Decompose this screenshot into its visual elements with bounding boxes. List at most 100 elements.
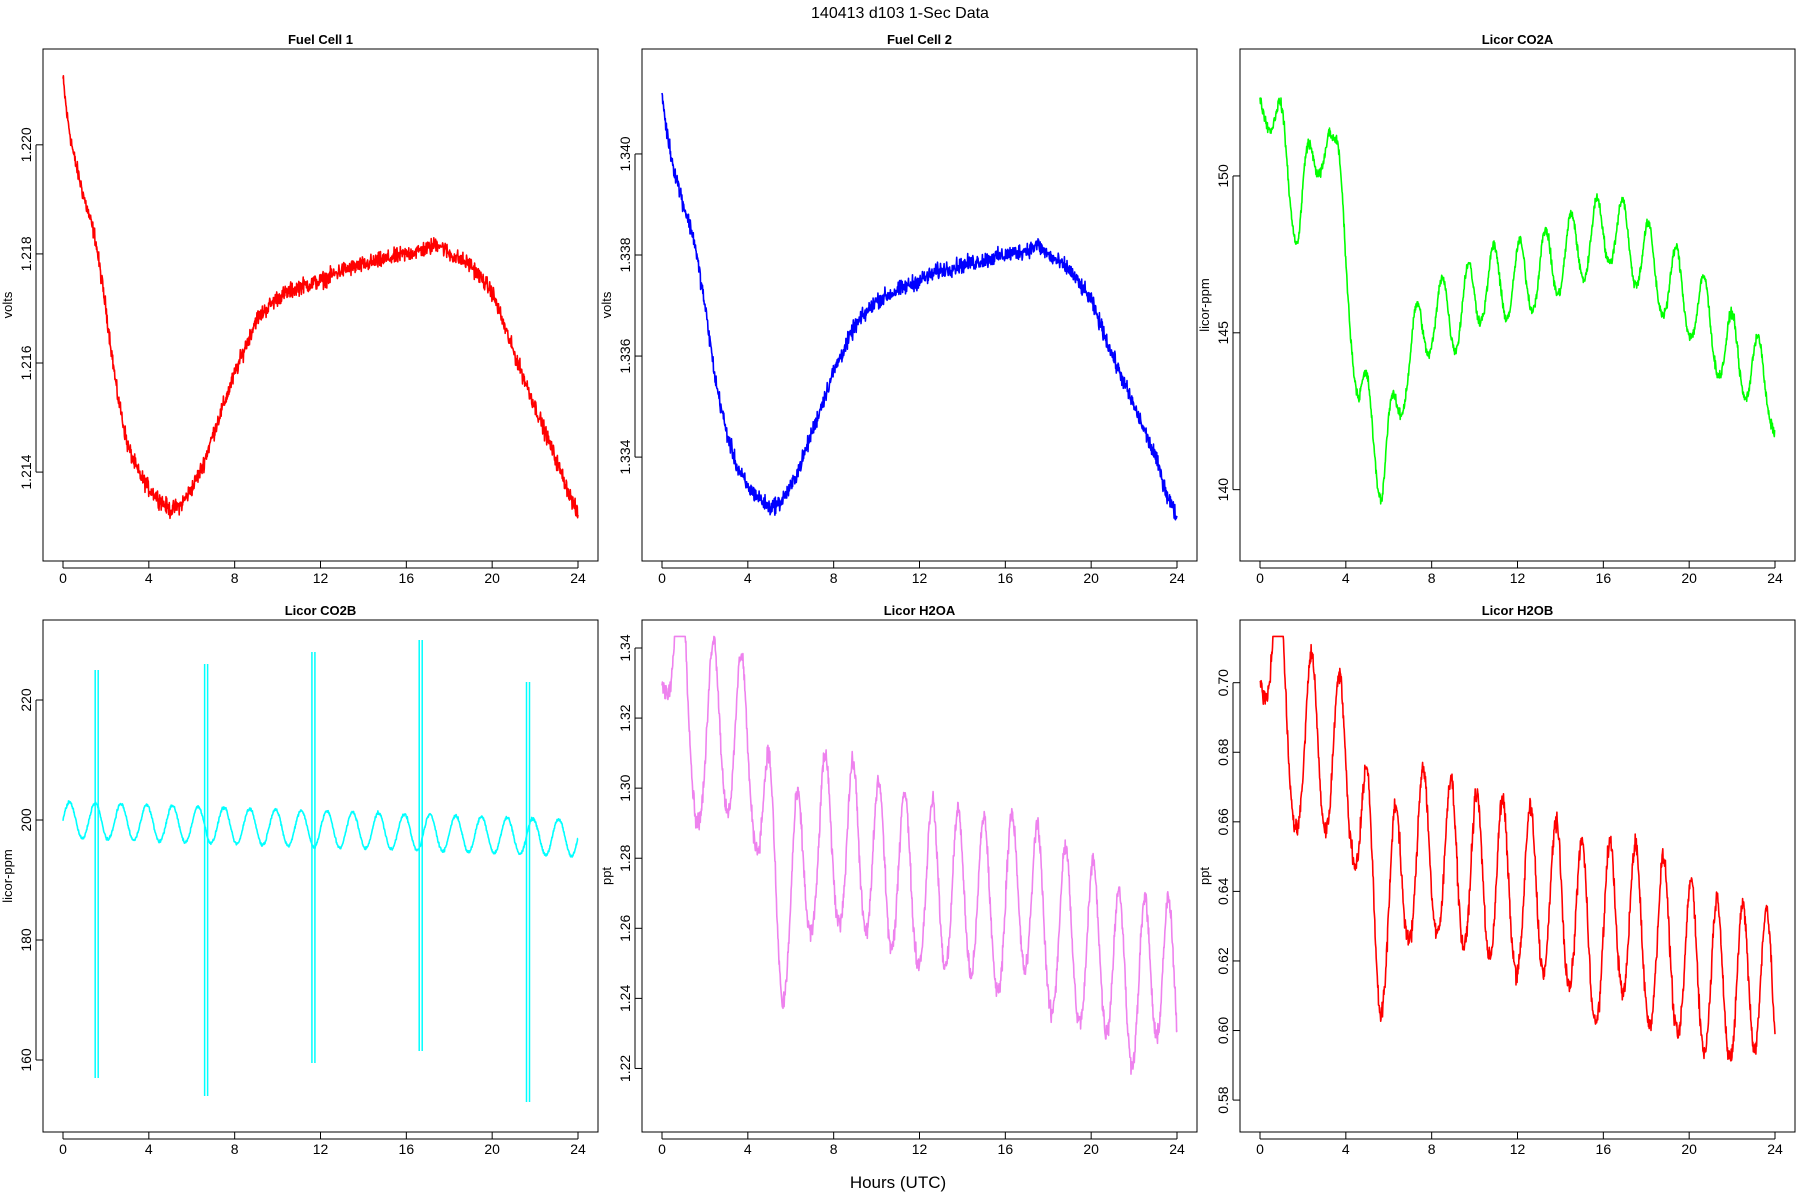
x-tick-label: 0 <box>59 570 67 586</box>
x-tick-label: 20 <box>484 570 500 586</box>
x-tick-label: 12 <box>912 570 928 586</box>
x-tick-label: 12 <box>313 570 329 586</box>
y-tick-label: 1.28 <box>617 844 633 871</box>
x-tick-label: 8 <box>231 570 239 586</box>
y-tick-label: 220 <box>18 688 34 712</box>
x-tick-label: 4 <box>744 1141 752 1157</box>
plot-frame <box>1239 619 1796 1133</box>
plot-frame <box>42 619 599 1133</box>
y-axis-label: licor-ppm <box>0 849 15 902</box>
y-tick-label: 140 <box>1215 478 1231 502</box>
x-tick-label: 16 <box>998 1141 1014 1157</box>
plot-frame <box>1239 48 1796 562</box>
data-line <box>1259 97 1776 505</box>
data-line <box>62 800 579 858</box>
y-axis-label: volts <box>599 291 614 318</box>
x-tick-label: 0 <box>658 1141 666 1157</box>
y-tick-label: 145 <box>1215 321 1231 345</box>
y-tick-label: 180 <box>18 928 34 952</box>
y-tick-label: 1.24 <box>617 985 633 1012</box>
y-tick-label: 1.22 <box>617 1055 633 1082</box>
x-tick-label: 12 <box>1510 570 1526 586</box>
x-tick-label: 24 <box>1169 1141 1185 1157</box>
x-tick-label: 0 <box>1256 1141 1264 1157</box>
panel-1: Fuel Cell 1 volts 0 4 8 12 16 20 24 1.214 1.216 1.2… <box>0 32 599 586</box>
data-line <box>1259 635 1776 1062</box>
x-tick-label: 24 <box>1767 1141 1783 1157</box>
plot-frame <box>42 48 599 562</box>
y-tick-label: 1.216 <box>18 345 34 380</box>
y-tick-label: 1.220 <box>18 127 34 162</box>
x-tick-label: 8 <box>830 570 838 586</box>
plot-frame <box>641 619 1198 1133</box>
x-tick-label: 16 <box>1596 1141 1612 1157</box>
panel-3: Licor CO2A licor-ppm 0 4 8 12 16 20 24 140 145 150 <box>1197 32 1796 586</box>
panel-4: Licor CO2B licor-ppm 0 4 8 12 16 20 24 160 180 200 2… <box>0 603 599 1157</box>
x-tick-label: 0 <box>59 1141 67 1157</box>
y-tick-label: 1.214 <box>18 454 34 489</box>
y-tick-label: 1.32 <box>617 704 633 731</box>
y-axis-label: volts <box>0 291 15 318</box>
y-tick-label: 0.66 <box>1215 808 1231 835</box>
x-tick-label: 20 <box>1083 570 1099 586</box>
panel-2: Fuel Cell 2 volts 0 4 8 12 16 20 24 1.334 1.336 1.3… <box>599 32 1198 586</box>
y-tick-label: 0.58 <box>1215 1086 1231 1113</box>
y-tick-label: 0.70 <box>1215 669 1231 696</box>
data-line <box>62 75 579 520</box>
x-tick-label: 8 <box>830 1141 838 1157</box>
panel-6: Licor H2OB ppt 0 4 8 12 16 20 24 0.58 0.60 0.62 0.64… <box>1197 603 1796 1157</box>
x-tick-label: 16 <box>399 1141 415 1157</box>
x-tick-label: 12 <box>912 1141 928 1157</box>
x-axis-label: Hours (UTC) <box>850 1173 946 1192</box>
x-tick-label: 4 <box>744 570 752 586</box>
x-tick-label: 20 <box>484 1141 500 1157</box>
panel-5: Licor H2OA ppt 0 4 8 12 16 20 24 1.22 1.24 1.26 1.28… <box>599 603 1198 1157</box>
y-tick-label: 1.30 <box>617 774 633 801</box>
panel-title: Fuel Cell 1 <box>288 32 353 47</box>
x-tick-label: 8 <box>231 1141 239 1157</box>
y-tick-label: 150 <box>1215 164 1231 188</box>
y-tick-label: 1.338 <box>617 237 633 272</box>
x-tick-label: 4 <box>1342 1141 1350 1157</box>
panel-title: Licor CO2A <box>1482 32 1554 47</box>
x-tick-label: 0 <box>658 570 666 586</box>
panel-title: Licor CO2B <box>285 603 357 618</box>
y-axis-label: ppt <box>599 867 614 885</box>
x-tick-label: 24 <box>570 570 586 586</box>
x-tick-label: 12 <box>1510 1141 1526 1157</box>
y-tick-label: 200 <box>18 808 34 832</box>
x-tick-label: 20 <box>1681 1141 1697 1157</box>
x-tick-label: 4 <box>145 1141 153 1157</box>
y-tick-label: 1.218 <box>18 236 34 271</box>
data-line <box>661 92 1178 521</box>
panel-title: Fuel Cell 2 <box>887 32 952 47</box>
y-tick-label: 0.60 <box>1215 1017 1231 1044</box>
y-tick-label: 1.336 <box>617 338 633 373</box>
y-tick-label: 0.64 <box>1215 878 1231 905</box>
x-tick-label: 4 <box>145 570 153 586</box>
y-tick-label: 1.34 <box>617 634 633 661</box>
x-tick-label: 16 <box>399 570 415 586</box>
figure-title: 140413 d103 1-Sec Data <box>811 5 989 22</box>
x-tick-label: 0 <box>1256 570 1264 586</box>
y-tick-label: 0.62 <box>1215 947 1231 974</box>
x-tick-label: 24 <box>570 1141 586 1157</box>
x-tick-label: 24 <box>1169 570 1185 586</box>
y-tick-label: 160 <box>18 1048 34 1072</box>
x-tick-label: 4 <box>1342 570 1350 586</box>
x-tick-label: 16 <box>998 570 1014 586</box>
x-tick-label: 24 <box>1767 570 1783 586</box>
x-tick-label: 8 <box>1428 570 1436 586</box>
x-tick-label: 16 <box>1596 570 1612 586</box>
y-axis-label: ppt <box>1197 867 1212 885</box>
x-tick-label: 20 <box>1083 1141 1099 1157</box>
data-line <box>661 635 1178 1075</box>
x-tick-label: 8 <box>1428 1141 1436 1157</box>
y-axis-label: licor-ppm <box>1197 278 1212 331</box>
x-tick-label: 20 <box>1681 570 1697 586</box>
y-tick-label: 0.68 <box>1215 738 1231 765</box>
y-tick-label: 1.334 <box>617 439 633 474</box>
panel-title: Licor H2OB <box>1482 603 1554 618</box>
x-tick-label: 12 <box>313 1141 329 1157</box>
